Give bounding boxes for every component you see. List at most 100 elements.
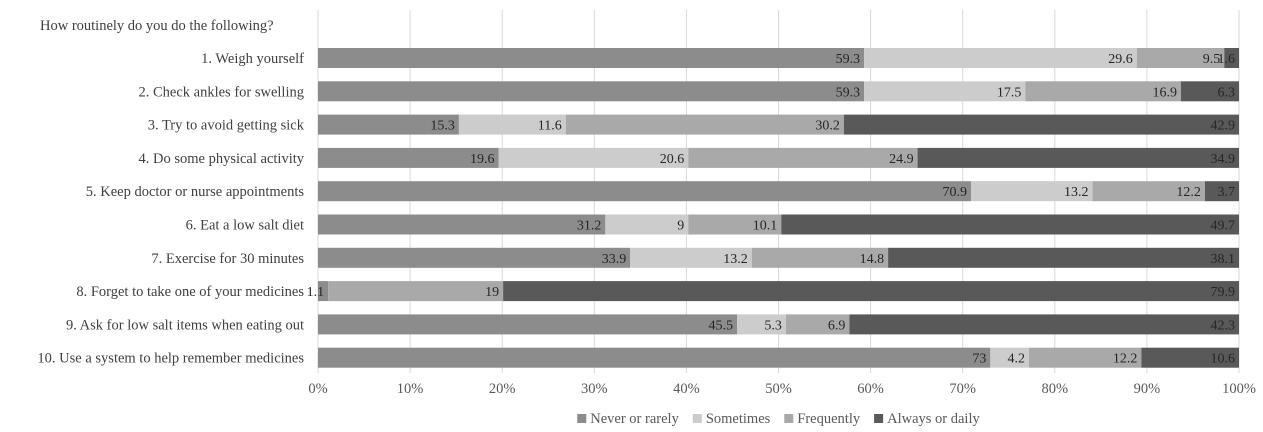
data-label: 19.6: [470, 152, 495, 167]
bar-segment: [318, 281, 329, 302]
bar-segment: [785, 314, 850, 335]
category-labels: 1. Weigh yourself 2. Check ankles for swe…: [37, 51, 304, 367]
x-tick-label: 70%: [949, 381, 976, 397]
data-label: 9: [677, 219, 684, 234]
bar-row: 59.3 17.5 16.9 6.3: [318, 81, 1239, 102]
bar-segment: [318, 247, 631, 268]
bar-segment: [970, 181, 1093, 202]
data-label: 20.6: [660, 152, 685, 167]
bar-segment: [917, 147, 1239, 168]
bar-segment: [1141, 347, 1239, 368]
legend-item: Frequently: [784, 411, 861, 427]
legend-label: Always or daily: [887, 411, 980, 427]
data-label: 42.9: [1211, 119, 1236, 134]
bar-segment: [318, 214, 606, 235]
bar-segment: [605, 214, 689, 235]
data-label: 13.2: [723, 252, 748, 267]
category-label: 8. Forget to take one of your medicines: [76, 284, 304, 300]
category-label: 6. Eat a low salt diet: [186, 218, 304, 234]
bar-segment: [864, 81, 1026, 102]
bar-segment: [498, 147, 689, 168]
data-label: 13.2: [1064, 185, 1089, 200]
x-axis-ticks: 0% 10% 20% 30% 40% 50% 60% 70% 80% 90% 100%: [308, 381, 1256, 397]
x-tick-label: 100%: [1222, 381, 1256, 397]
bar-segment: [318, 81, 865, 102]
legend-label: Never or rarely: [590, 411, 679, 427]
x-tick-label: 80%: [1042, 381, 1069, 397]
bar-segment: [1025, 81, 1181, 102]
data-label: 9.5: [1203, 52, 1221, 67]
data-label: 6.9: [828, 318, 846, 333]
data-label: 16.9: [1152, 85, 1177, 100]
bar-segment: [688, 214, 782, 235]
bar-segment: [888, 247, 1239, 268]
bar-segment: [318, 147, 499, 168]
bar-row: 31.2 9 10.1 49.7: [318, 214, 1239, 235]
category-label: 5. Keep doctor or nurse appointments: [86, 184, 305, 200]
x-tick-label: 0%: [308, 381, 327, 397]
data-label: 24.9: [889, 152, 914, 167]
data-label: 15.3: [430, 119, 455, 134]
bar-segment: [843, 114, 1239, 135]
data-label: 30.2: [815, 119, 840, 134]
chart-question: How routinely do you do the following?: [40, 18, 274, 34]
data-label: 1.6: [1218, 52, 1236, 67]
bar-row: 73 4.2 12.2 10.6: [318, 347, 1239, 368]
legend-swatch: [692, 414, 702, 423]
bar-segment: [864, 48, 1137, 68]
legend-label: Sometimes: [706, 411, 771, 427]
x-tick-label: 20%: [489, 381, 516, 397]
legend-swatch: [577, 414, 587, 423]
bar-segment: [565, 114, 844, 135]
data-label: 45.5: [709, 318, 734, 333]
bar-row: 19.6 20.6 24.9 34.9: [318, 147, 1239, 168]
data-label: 10.6: [1211, 352, 1236, 367]
bar-segment: [1136, 48, 1225, 68]
bar-segment: [688, 147, 918, 168]
bar-segment: [328, 281, 504, 302]
bar-segment: [318, 114, 459, 135]
bar-segment: [1224, 48, 1239, 68]
x-tick-label: 60%: [857, 381, 884, 397]
bar-segment: [318, 181, 971, 202]
bar-segment: [1180, 81, 1239, 102]
bar-segment: [849, 314, 1239, 335]
category-label: 1. Weigh yourself: [201, 51, 304, 67]
legend: Never or rarely Sometimes Frequently Always…: [577, 411, 980, 427]
category-label: 2. Check ankles for swelling: [138, 84, 304, 100]
data-label: 31.2: [577, 219, 602, 234]
bar-segment: [751, 247, 889, 268]
legend-swatch: [784, 414, 794, 423]
bar-segment: [318, 48, 865, 68]
bar-segment: [781, 214, 1239, 235]
bar-row: 15.3 11.6 30.2 42.9: [318, 114, 1239, 135]
bars: 59.3 29.6 9.51.6 59.3 17.5 16.9 6.3 15.3 11.6 30.…: [307, 48, 1240, 368]
category-label: 4. Do some physical activity: [138, 151, 304, 167]
x-tick-label: 10%: [397, 381, 424, 397]
category-label: 3. Try to avoid getting sick: [148, 118, 305, 134]
data-label: 5.3: [764, 318, 782, 333]
legend-item: Always or daily: [874, 411, 980, 427]
data-label: 3.7: [1218, 185, 1236, 200]
data-label: 38.1: [1211, 252, 1236, 267]
data-label: 12.2: [1113, 352, 1138, 367]
legend-item: Sometimes: [692, 411, 771, 427]
data-label: 70.9: [942, 185, 967, 200]
bar-row: 59.3 29.6 9.51.6: [318, 48, 1239, 68]
data-label: 34.9: [1211, 152, 1236, 167]
data-label: 17.5: [997, 85, 1022, 100]
category-label: 9. Ask for low salt items when eating ou…: [66, 317, 304, 333]
bar-segment: [503, 281, 1240, 302]
data-label: 1.1: [307, 285, 325, 300]
bar-segment: [1204, 181, 1239, 202]
legend-item: Never or rarely: [577, 411, 680, 427]
bar-segment: [318, 314, 738, 335]
x-tick-label: 30%: [581, 381, 608, 397]
data-label: 59.3: [836, 52, 861, 67]
category-label: 7. Exercise for 30 minutes: [151, 251, 304, 267]
data-label: 49.7: [1211, 219, 1236, 234]
data-label: 73: [972, 352, 986, 367]
bar-segment: [318, 347, 991, 368]
